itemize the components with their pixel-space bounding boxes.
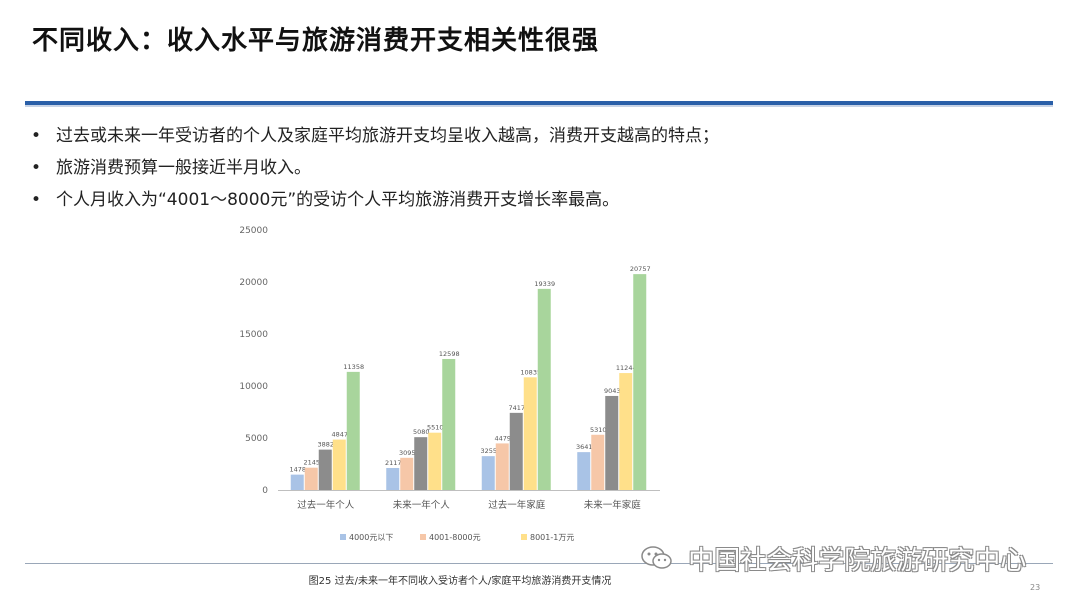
bullet-marker: •	[30, 158, 42, 178]
bar	[332, 439, 346, 490]
bullet-text: 个人月收入为“4001～8000元”的受访个人平均旅游消费开支增长率最高。	[56, 190, 620, 210]
y-tick-label: 25000	[239, 226, 268, 236]
x-tick-label: 未来一年家庭	[584, 499, 642, 511]
data-label: 4847	[331, 431, 348, 439]
data-label: 20757	[630, 265, 651, 273]
wechat-icon	[640, 545, 674, 578]
y-tick-label: 10000	[239, 382, 268, 392]
legend-label: 4001-8000元	[429, 533, 481, 542]
y-tick-label: 20000	[239, 278, 268, 288]
data-label: 3095	[399, 449, 416, 457]
bar	[509, 412, 523, 490]
title-divider	[25, 101, 1053, 105]
y-tick-label: 5000	[245, 434, 268, 444]
data-label: 9043	[604, 387, 621, 395]
bar	[304, 467, 318, 490]
data-label: 2117	[385, 459, 402, 467]
legend-label: 8001-1万元	[530, 533, 574, 542]
data-label: 2145	[303, 459, 320, 467]
footer-divider	[25, 563, 1053, 564]
bullet-text: 过去或未来一年受访者的个人及家庭平均旅游开支均呈收入越高，消费开支越高的特点；	[56, 126, 719, 146]
data-label: 5080	[413, 428, 430, 436]
data-label: 19339	[534, 280, 555, 288]
x-tick-label: 未来一年个人	[393, 499, 451, 511]
bullet-marker: •	[30, 190, 42, 210]
y-tick-label: 15000	[239, 330, 268, 340]
watermark: 中国社会科学院旅游研究中心	[640, 540, 1026, 578]
bar	[577, 452, 591, 490]
y-tick-label: 0	[262, 486, 268, 496]
data-label: 11244	[616, 364, 637, 372]
bar	[386, 467, 400, 490]
watermark-text: 中国社会科学院旅游研究中心	[688, 546, 1027, 576]
bar	[442, 358, 456, 490]
data-label: 10835	[520, 368, 541, 376]
x-tick-label: 过去一年家庭	[488, 499, 546, 511]
page-number: 23	[1030, 583, 1041, 592]
bar	[523, 377, 537, 490]
figure-caption: 图25 过去/未来一年不同收入受访者个人/家庭平均旅游消费开支情况	[308, 576, 612, 587]
data-label: 5510	[427, 424, 444, 432]
legend-label: 4000元以下	[349, 533, 393, 542]
x-tick-label: 过去一年个人	[297, 499, 355, 511]
data-label: 4479	[494, 434, 511, 442]
bullet-item: • 过去或未来一年受访者的个人及家庭平均旅游开支均呈收入越高，消费开支越高的特点…	[30, 120, 1030, 152]
bar	[537, 288, 551, 490]
slide-title: 不同收入：收入水平与旅游消费开支相关性很强	[32, 26, 600, 56]
bullet-list: • 过去或未来一年受访者的个人及家庭平均旅游开支均呈收入越高，消费开支越高的特点…	[30, 120, 1030, 216]
bullet-item: • 旅游消费预算一般接近半月收入。	[30, 152, 1030, 184]
bar	[414, 437, 428, 490]
bullet-marker: •	[30, 126, 42, 146]
bar	[400, 457, 414, 490]
bar	[481, 456, 495, 490]
bar	[428, 432, 442, 490]
title-divider-shadow	[25, 105, 1053, 107]
legend-swatch	[420, 534, 426, 540]
data-label: 12598	[439, 350, 460, 358]
bar	[619, 373, 633, 490]
data-label: 3255	[480, 447, 497, 455]
bar	[346, 371, 360, 490]
bar	[591, 434, 605, 490]
data-label: 3882	[317, 441, 334, 449]
bar	[633, 274, 647, 490]
legend-swatch	[521, 534, 527, 540]
legend-swatch	[340, 534, 346, 540]
data-label: 5310	[590, 426, 607, 434]
bar	[495, 443, 509, 490]
bullet-text: 旅游消费预算一般接近半月收入。	[56, 158, 311, 178]
bar	[290, 474, 304, 490]
bullet-item: • 个人月收入为“4001～8000元”的受访个人平均旅游消费开支增长率最高。	[30, 184, 1030, 216]
data-label: 7417	[508, 404, 525, 412]
data-label: 3641	[576, 443, 593, 451]
data-label: 11358	[343, 363, 364, 371]
bar-chart: 0 5000 10000 15000 20000 25000 1478 2145 3882 484…	[230, 218, 690, 558]
bar	[318, 449, 332, 490]
data-label: 1478	[289, 466, 306, 474]
bar	[605, 395, 619, 490]
